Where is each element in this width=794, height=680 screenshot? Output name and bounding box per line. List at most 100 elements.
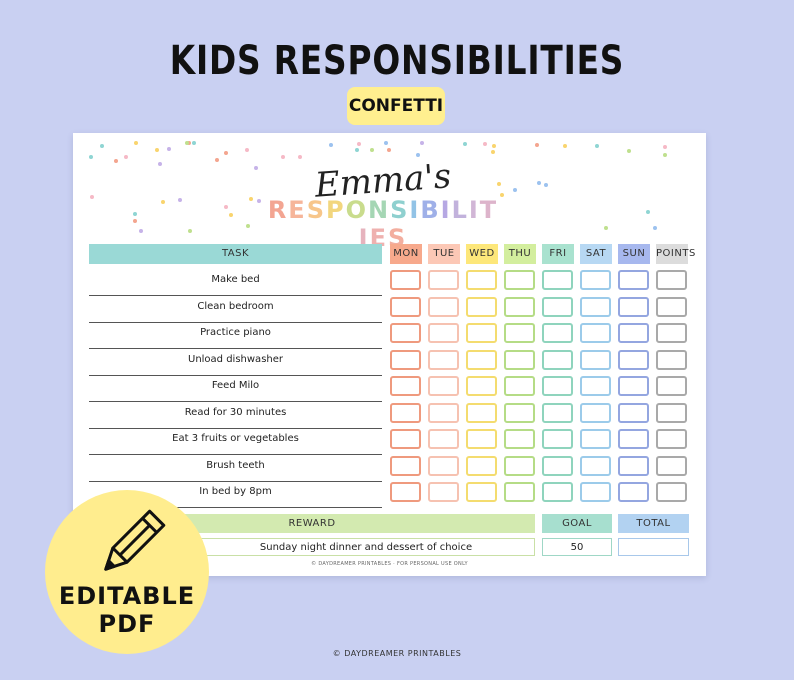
checkbox-thu-9[interactable]: [504, 482, 535, 502]
checkbox-points-6[interactable]: [656, 402, 687, 423]
checkbox-mon-9[interactable]: [390, 482, 421, 502]
checkbox-thu-7[interactable]: [504, 429, 535, 449]
heading-letter: S: [390, 196, 410, 224]
checkbox-thu-3[interactable]: [504, 323, 535, 343]
goal-field[interactable]: 50: [542, 538, 612, 556]
checkbox-wed-1[interactable]: [466, 270, 497, 290]
confetti-dot: [491, 150, 496, 155]
checkbox-sun-9[interactable]: [618, 482, 649, 502]
checkbox-sun-6[interactable]: [618, 402, 649, 423]
checkbox-sun-7[interactable]: [618, 429, 649, 449]
checkbox-sat-9[interactable]: [580, 482, 611, 502]
checkbox-wed-9[interactable]: [466, 482, 497, 502]
checkbox-fri-3[interactable]: [542, 323, 573, 343]
confetti-dot: [177, 197, 182, 202]
checkbox-wed-8[interactable]: [466, 455, 497, 476]
confetti-dot: [187, 141, 192, 146]
checkbox-mon-7[interactable]: [390, 429, 421, 449]
checkbox-tue-6[interactable]: [428, 402, 459, 423]
checkbox-wed-4[interactable]: [466, 349, 497, 370]
checkbox-points-2[interactable]: [656, 296, 687, 317]
checkbox-sat-2[interactable]: [580, 296, 611, 317]
checkbox-fri-7[interactable]: [542, 429, 573, 449]
checkbox-sat-5[interactable]: [580, 376, 611, 396]
checkbox-thu-2[interactable]: [504, 296, 535, 317]
checkbox-mon-5[interactable]: [390, 376, 421, 396]
checkbox-sat-4[interactable]: [580, 349, 611, 370]
checkbox-tue-4[interactable]: [428, 349, 459, 370]
checkbox-mon-8[interactable]: [390, 455, 421, 476]
task-row: Brush teeth: [89, 455, 382, 482]
checkbox-tue-5[interactable]: [428, 376, 459, 396]
checkbox-mon-1[interactable]: [390, 270, 421, 290]
variant-badge: CONFETTI: [347, 87, 445, 125]
checkbox-tue-3[interactable]: [428, 323, 459, 343]
checkbox-sun-3[interactable]: [618, 323, 649, 343]
confetti-dot: [383, 141, 388, 146]
checkbox-points-4[interactable]: [656, 349, 687, 370]
checkbox-thu-6[interactable]: [504, 402, 535, 423]
checkbox-thu-8[interactable]: [504, 455, 535, 476]
confetti-dot: [496, 182, 501, 187]
task-row: Clean bedroom: [89, 296, 382, 323]
checkbox-sun-1[interactable]: [618, 270, 649, 290]
checkbox-points-7[interactable]: [656, 429, 687, 449]
confetti-dot: [595, 143, 600, 148]
reward-field[interactable]: Sunday night dinner and dessert of choic…: [197, 538, 535, 556]
checkbox-thu-5[interactable]: [504, 376, 535, 396]
checkbox-thu-4[interactable]: [504, 349, 535, 370]
checkbox-tue-1[interactable]: [428, 270, 459, 290]
checkbox-points-1[interactable]: [656, 270, 687, 290]
checkbox-wed-6[interactable]: [466, 402, 497, 423]
checkbox-sun-2[interactable]: [618, 296, 649, 317]
heading-letter: I: [409, 196, 421, 224]
checkbox-sat-8[interactable]: [580, 455, 611, 476]
checkbox-fri-4[interactable]: [542, 349, 573, 370]
checkbox-tue-9[interactable]: [428, 482, 459, 502]
checkbox-sun-4[interactable]: [618, 349, 649, 370]
heading-letter: I: [358, 224, 370, 252]
checkbox-wed-2[interactable]: [466, 296, 497, 317]
checkbox-sat-3[interactable]: [580, 323, 611, 343]
confetti-dot: [132, 212, 137, 217]
confetti-dot: [154, 148, 159, 153]
checkbox-fri-1[interactable]: [542, 270, 573, 290]
checkbox-sun-5[interactable]: [618, 376, 649, 396]
checkbox-fri-6[interactable]: [542, 402, 573, 423]
total-field[interactable]: [618, 538, 689, 556]
checkbox-mon-3[interactable]: [390, 323, 421, 343]
task-row: Eat 3 fruits or vegetables: [89, 428, 382, 455]
checkbox-fri-8[interactable]: [542, 455, 573, 476]
checkbox-tue-8[interactable]: [428, 455, 459, 476]
confetti-dot: [512, 188, 517, 193]
confetti-dot: [415, 153, 420, 158]
checkbox-mon-6[interactable]: [390, 402, 421, 423]
editable-pdf-badge: EDITABLE PDF: [45, 490, 209, 654]
checkbox-mon-2[interactable]: [390, 296, 421, 317]
task-row: In bed by 8pm: [89, 481, 382, 508]
checkbox-fri-2[interactable]: [542, 296, 573, 317]
checkbox-points-8[interactable]: [656, 455, 687, 476]
day-header-thu: THU: [504, 244, 536, 264]
checkbox-points-9[interactable]: [656, 482, 687, 502]
checkbox-tue-2[interactable]: [428, 296, 459, 317]
task-row: Make bed: [89, 269, 382, 296]
product-title: KIDS RESPONSIBILITIES: [169, 38, 625, 84]
badge-line-1: EDITABLE: [58, 582, 196, 610]
checkbox-thu-1[interactable]: [504, 270, 535, 290]
checkbox-points-3[interactable]: [656, 323, 687, 343]
checkbox-points-5[interactable]: [656, 376, 687, 396]
checkbox-wed-3[interactable]: [466, 323, 497, 343]
checkbox-sat-7[interactable]: [580, 429, 611, 449]
checkbox-mon-4[interactable]: [390, 349, 421, 370]
checkbox-sat-1[interactable]: [580, 270, 611, 290]
checkbox-wed-5[interactable]: [466, 376, 497, 396]
checkbox-sat-6[interactable]: [580, 402, 611, 423]
checkbox-fri-9[interactable]: [542, 482, 573, 502]
confetti-dot: [89, 155, 94, 160]
confetti-dot: [544, 182, 549, 187]
checkbox-fri-5[interactable]: [542, 376, 573, 396]
checkbox-sun-8[interactable]: [618, 455, 649, 476]
checkbox-wed-7[interactable]: [466, 429, 497, 449]
checkbox-tue-7[interactable]: [428, 429, 459, 449]
